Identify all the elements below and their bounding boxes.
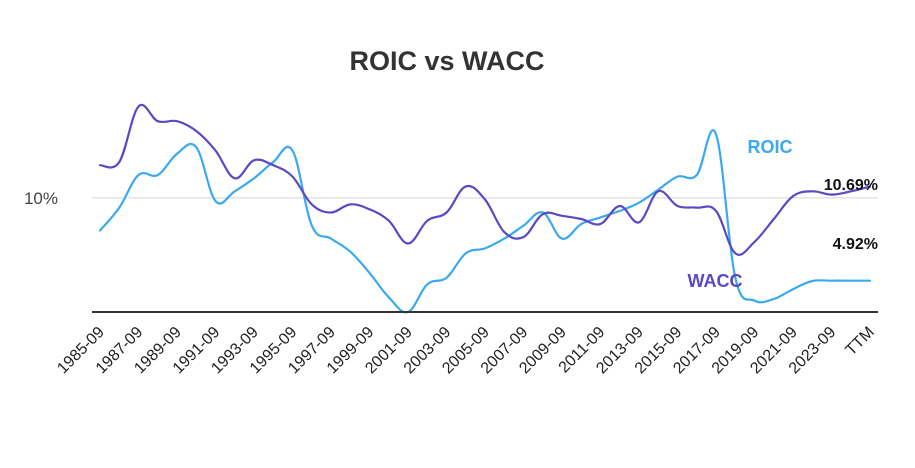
label-layer: ROIC 4.92% WACC 10.69% xyxy=(688,137,879,291)
series-label-wacc: WACC xyxy=(688,271,743,291)
x-axis: 1985-091987-091989-091991-091993-091995-… xyxy=(54,311,878,377)
chart-title: ROIC vs WACC xyxy=(349,46,544,76)
y-tick-label: 10% xyxy=(24,189,58,208)
x-tick-label: TTM xyxy=(843,324,878,359)
value-label-roic: 4.92% xyxy=(833,236,878,253)
series-label-roic: ROIC xyxy=(748,137,793,157)
series-line-wacc xyxy=(98,103,872,256)
series-layer xyxy=(98,103,872,314)
value-label-wacc: 10.69% xyxy=(824,177,878,194)
series-line-roic xyxy=(98,129,872,314)
